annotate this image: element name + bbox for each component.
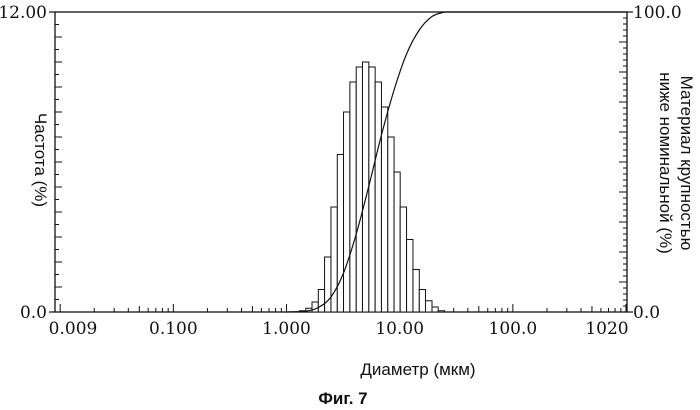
histogram-bar <box>337 155 343 313</box>
x-tick-label: 1020 <box>585 319 628 339</box>
x-tick-label: 1.000 <box>262 319 311 339</box>
histogram-bar <box>369 67 375 312</box>
histogram-bar <box>419 290 425 313</box>
histogram-bar <box>312 302 318 312</box>
x-tick-label: 10.00 <box>375 319 424 339</box>
histogram-bar <box>356 67 362 312</box>
x-axis-title: Диаметр (мкм) <box>360 360 475 379</box>
x-tick-label: 100.0 <box>489 319 538 339</box>
histogram-bar <box>407 240 413 313</box>
y-right-tick-label: 100.0 <box>633 3 682 23</box>
y-left-tick-label: 12.00 <box>0 3 47 23</box>
y-right-tick-label: 0.0 <box>633 303 660 323</box>
histogram-bar <box>432 307 438 312</box>
y-left-axis-title: Частота (%) <box>31 113 50 207</box>
histogram-bar <box>344 112 350 312</box>
histogram-bar <box>325 257 331 312</box>
histogram-bar <box>318 290 324 313</box>
figure-caption: Фиг. 7 <box>318 389 367 408</box>
histogram-bar <box>350 82 356 312</box>
histogram-bar <box>388 137 394 312</box>
histogram-bar <box>394 172 400 312</box>
x-tick-label: 0.009 <box>49 319 98 339</box>
y-left-tick-label: 0.0 <box>20 303 47 323</box>
y-right-axis-title-line2: ниже номинальной (%) <box>656 72 675 254</box>
histogram-bar <box>362 62 368 312</box>
y-right-axis-title-line1: Материал крупностью <box>677 76 696 251</box>
histogram-bar <box>438 311 444 312</box>
histogram-bar <box>413 270 419 313</box>
x-tick-label: 0.100 <box>149 319 198 339</box>
histogram-bar <box>381 107 387 312</box>
histogram-bar <box>400 207 406 312</box>
histogram-bar <box>375 82 381 312</box>
histogram-bar <box>425 301 432 312</box>
histogram-bars <box>299 62 444 312</box>
